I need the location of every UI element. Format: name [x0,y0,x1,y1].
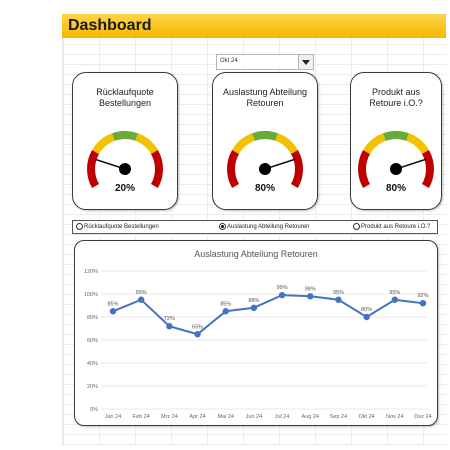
gauge-green-segment [112,131,138,141]
y-tick-label: 40% [87,361,98,367]
radio-produkt[interactable]: Produkt aus Retoure i.O.? [353,223,430,230]
x-tick-label: Dez 24 [414,414,431,420]
data-point [391,296,399,303]
data-label: 85% [107,301,118,307]
gauge-card-ruecklaufquote: Rücklaufquote Bestellungen 20% [72,72,178,210]
page-title: Dashboard [68,17,152,34]
y-tick-label: 20% [87,384,98,390]
gauge-hub [119,163,131,175]
radio-label: Auslastung Abteilung Retouren [227,223,310,230]
gauge-yellow-segment [363,133,386,155]
header-banner: Dashboard [62,14,446,38]
gauge-yellow-segment [135,133,158,155]
data-label: 80% [361,307,372,313]
data-point [194,331,201,338]
gauge-card-title: Rücklaufquote Bestellungen [96,87,154,108]
chevron-down-icon[interactable] [298,55,313,69]
x-tick-label: Nov 24 [386,414,403,420]
data-label: 95% [136,290,147,296]
x-tick-label: Okt 24 [359,414,375,420]
data-point [363,313,370,321]
gauge-card-auslastung: Auslastung Abteilung Retouren 80% [212,72,318,210]
gauge-green-segment [252,131,278,141]
data-point [109,308,117,315]
data-point [222,308,229,315]
gauge-yellow-segment [92,133,115,155]
gauge-red-segment [227,150,240,188]
x-tick-label: Aug 24 [302,414,319,420]
y-tick-label: 80% [87,315,98,321]
x-tick-label: Jan 24 [105,414,122,420]
y-tick-label: 0% [90,407,98,413]
period-dropdown[interactable]: Okt 24 [216,54,314,70]
gauge-hub [259,163,271,175]
radio-circle-icon[interactable] [76,223,83,230]
gauge-hub [390,163,402,175]
radio-label: Produkt aus Retoure i.O.? [361,223,431,230]
data-point [419,300,427,307]
radio-circle-icon[interactable] [219,223,226,230]
data-label: 65% [192,324,203,330]
gauge-yellow-segment [232,133,255,155]
data-label: 99% [277,285,288,291]
data-label: 98% [305,286,316,292]
gauge-dial-ruecklaufquote [87,131,163,188]
line-chart: 0% 20% 40% 60% 80% 100% 120% Jan 24 Feb 24 Mrz 24… [84,269,432,420]
radio-ruecklaufquote[interactable]: Rücklaufquote Bestellungen [76,223,159,230]
gauge-card-value: 20% [114,183,135,194]
data-point [250,304,258,311]
gauge-red-segment [87,150,100,188]
gauge-red-segment [150,150,163,188]
x-tick-label: Jul 24 [275,414,290,420]
radio-circle-icon[interactable] [353,223,360,230]
period-dropdown-value: Okt 24 [220,58,238,64]
data-point [137,296,145,303]
data-point [166,323,173,330]
data-label: 95% [389,290,400,296]
gauge-card-title: Auslastung Abteilung Retouren [222,87,308,108]
y-tick-label: 100% [84,292,98,298]
gauge-card-value: 80% [254,183,275,194]
x-tick-label: Feb 24 [133,414,150,420]
gauge-red-segment [358,150,371,188]
data-label: 85% [220,301,231,307]
gauge-red-segment [421,150,434,188]
chart-title: Auslastung Abteilung Retouren [194,249,318,259]
radio-auslastung[interactable]: Auslastung Abteilung Retouren [219,223,309,230]
data-label: 95% [333,290,344,296]
metric-radio-group: Rücklaufquote Bestellungen Auslastung Ab… [72,220,438,234]
data-label: 88% [248,298,259,304]
x-tick-label: Mai 24 [217,414,234,420]
data-label: 92% [417,293,428,299]
x-tick-label: Apr 24 [189,414,205,420]
gauge-green-segment [383,131,409,141]
gauge-dial-produkt [358,131,434,188]
x-tick-label: Mrz 24 [161,414,178,420]
y-tick-label: 60% [87,338,98,344]
data-point [307,293,314,300]
gauge-card-produkt: Produkt aus Retoure i.O.? 80% [350,72,442,210]
gauge-red-segment [290,150,303,188]
line-chart-panel: Auslastung Abteilung Retouren 0% 20% 40% 60… [74,240,438,426]
data-point [278,291,286,299]
gauge-yellow-segment [275,133,298,155]
x-tick-label: Sep 24 [330,414,347,420]
gauge-dial-auslastung [227,131,303,188]
gauge-card-title: Produkt aus Retoure i.O.? [369,87,423,108]
radio-label: Rücklaufquote Bestellungen [84,223,159,230]
x-tick-label: Jun 24 [246,414,263,420]
data-point [335,296,342,303]
series-line [112,294,424,336]
gauge-card-value: 80% [385,183,406,194]
gauge-yellow-segment [406,133,429,155]
data-label: 72% [164,316,175,322]
y-tick-label: 120% [84,269,98,275]
